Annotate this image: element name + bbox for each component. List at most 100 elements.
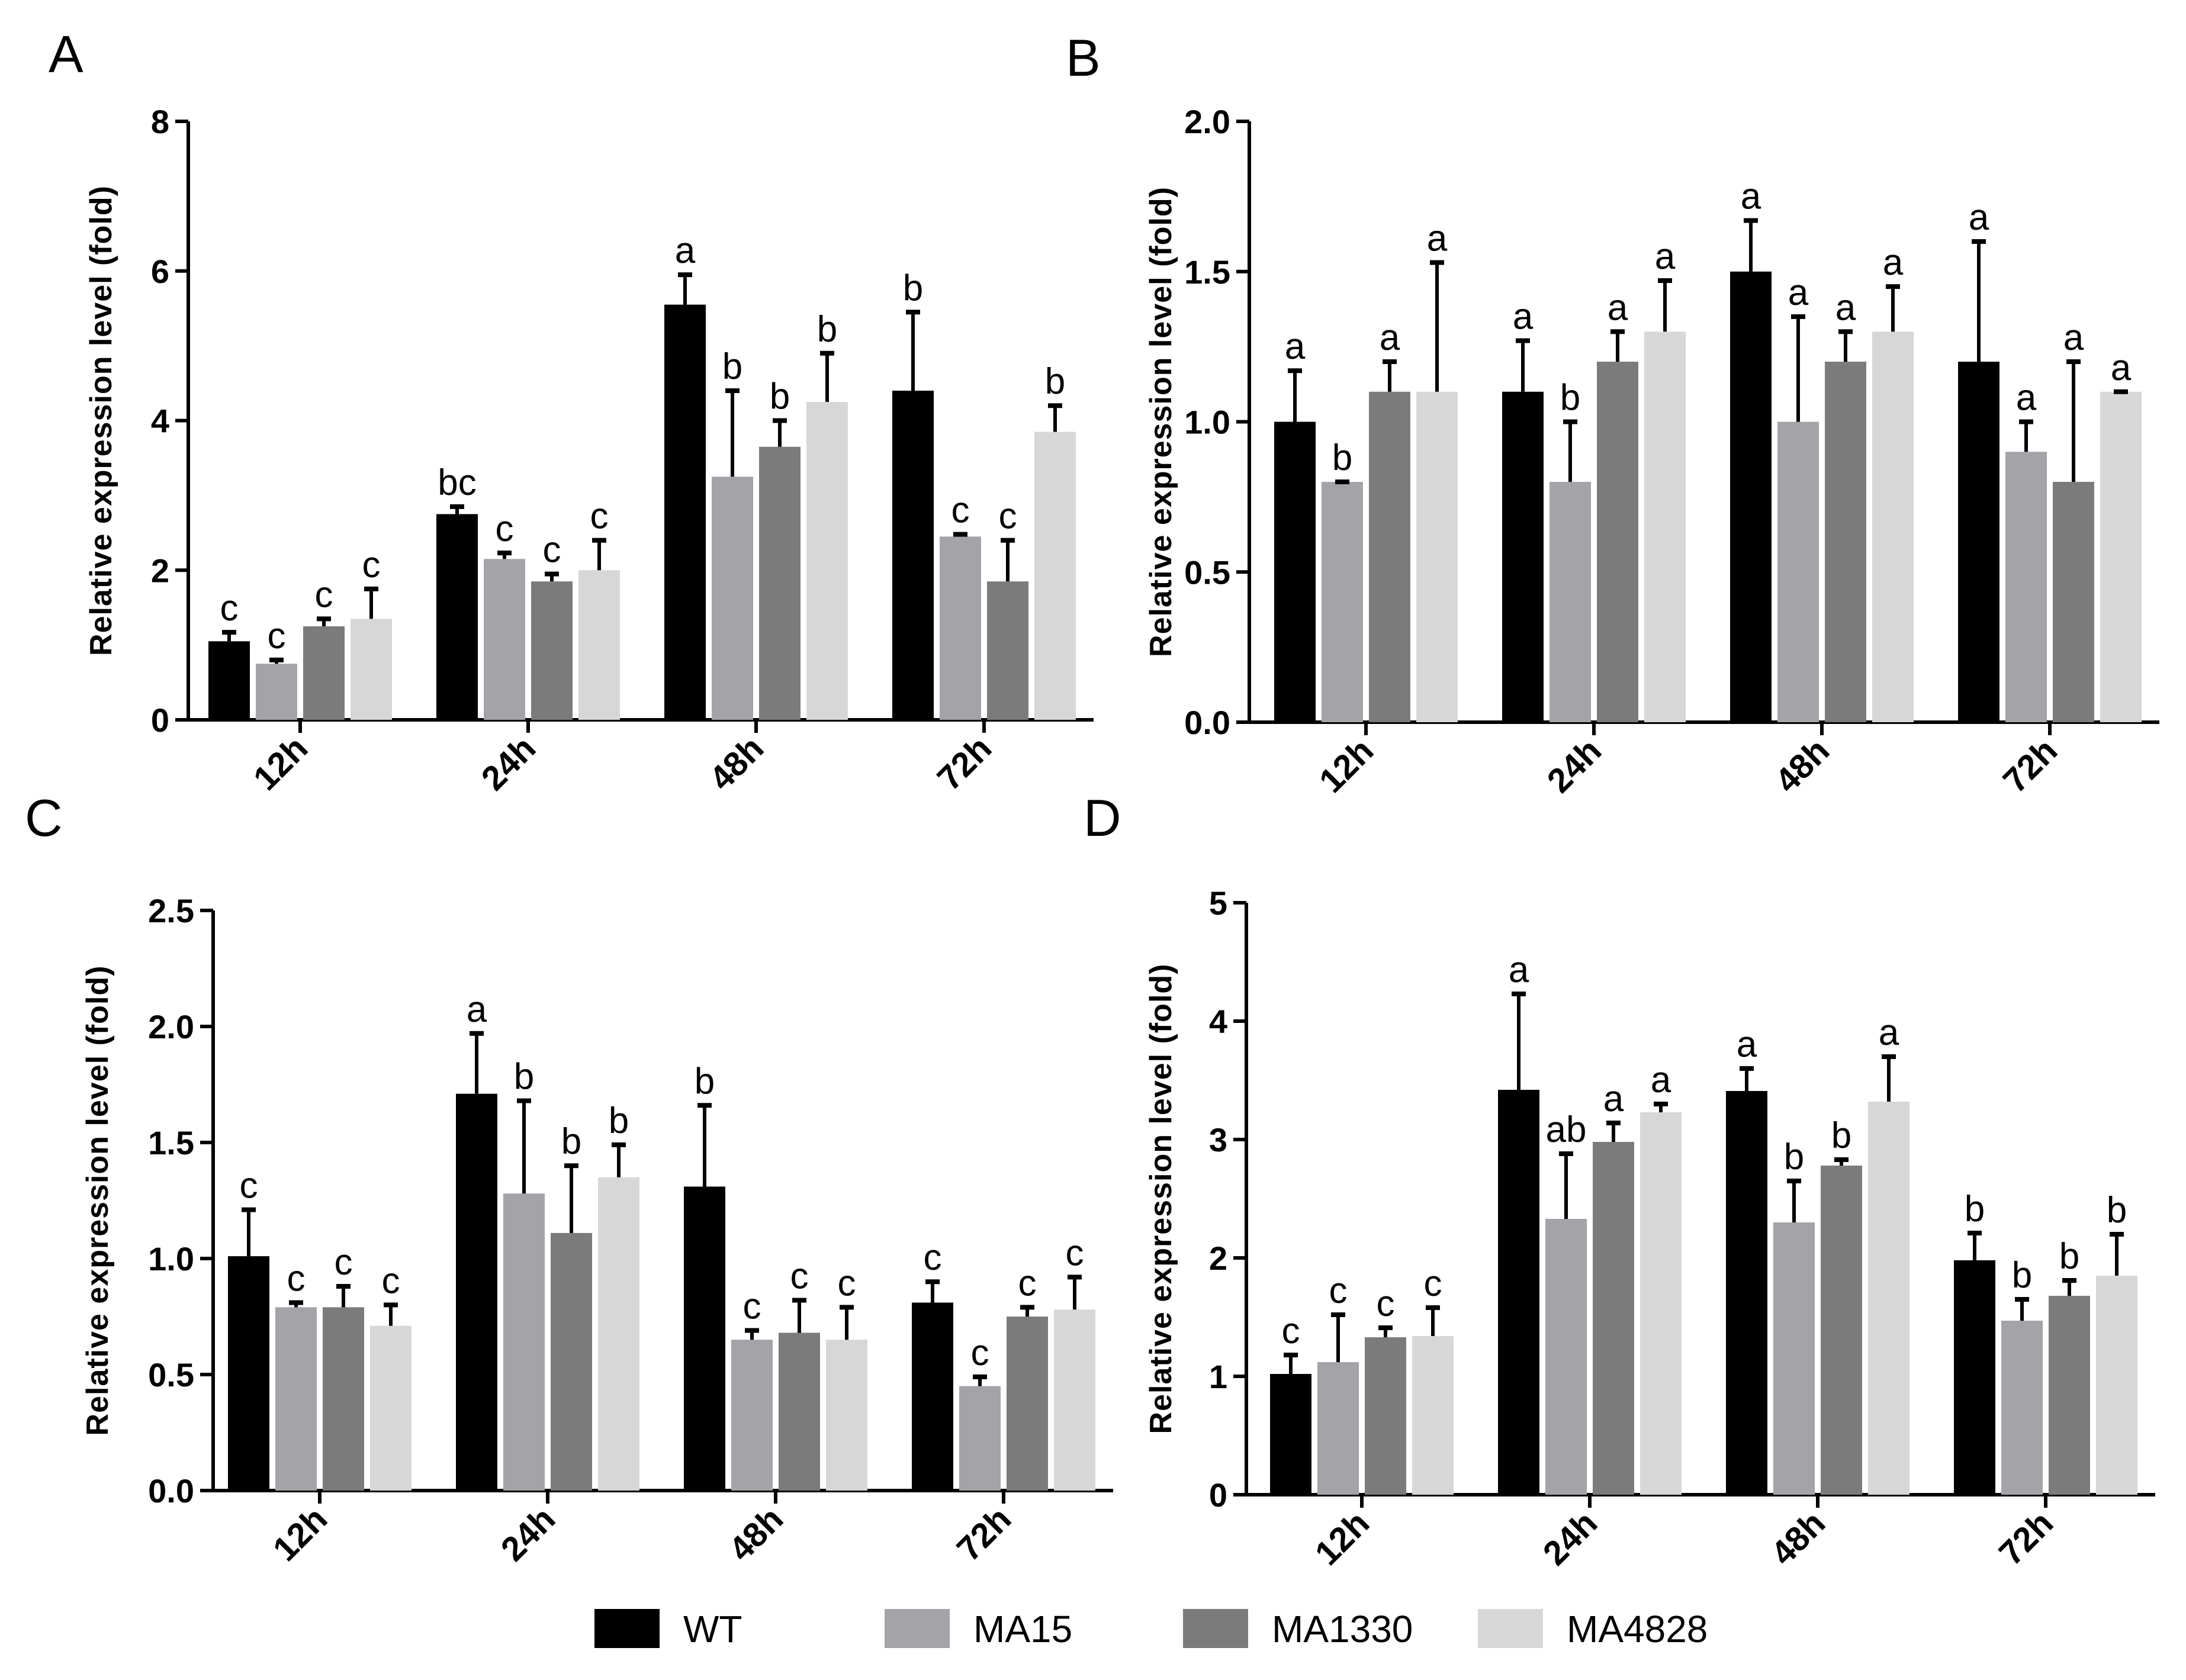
bar [1730, 271, 1772, 722]
significance-label: c [1377, 1283, 1395, 1324]
significance-label: a [1603, 1079, 1624, 1119]
significance-label: c [1329, 1270, 1348, 1311]
x-category-label: 12h [1312, 731, 1381, 800]
significance-label: c [924, 1237, 942, 1278]
bar [1777, 421, 1819, 722]
bar [1550, 482, 1591, 722]
bar [1825, 362, 1866, 722]
bar [1498, 1090, 1539, 1495]
significance-label: ab [1546, 1109, 1587, 1150]
bar [2096, 1276, 2137, 1495]
y-tick-label: 8 [151, 103, 169, 140]
significance-label: b [1560, 378, 1580, 419]
bar [1274, 421, 1316, 722]
significance-label: b [1332, 437, 1352, 478]
significance-label: a [1655, 236, 1676, 277]
x-category-label: 48h [702, 729, 771, 798]
panel-letter-a: A [49, 25, 83, 83]
legend-label: MA1330 [1272, 1608, 1413, 1650]
y-tick-label: 1.0 [148, 1240, 194, 1277]
y-tick-label: 2.0 [148, 1008, 194, 1045]
bar [551, 1232, 592, 1491]
y-axis-title: Relative expression level (fold) [81, 965, 115, 1436]
y-tick-label: 0 [151, 701, 169, 739]
significance-label: c [315, 574, 333, 615]
significance-label: c [362, 545, 381, 585]
significance-label: a [1380, 317, 1400, 358]
significance-label: c [743, 1286, 761, 1327]
significance-label: b [1045, 361, 1065, 402]
bar [731, 1340, 773, 1491]
x-category-label: 48h [1764, 1504, 1833, 1573]
bar [1322, 482, 1363, 722]
significance-label: b [817, 309, 837, 350]
significance-label: a [2063, 317, 2084, 358]
bar [1007, 1317, 1048, 1491]
bar [351, 619, 392, 720]
y-tick-label: 5 [1209, 884, 1227, 922]
significance-label: a [675, 230, 696, 271]
significance-label: bc [438, 462, 476, 503]
x-category-label: 24h [1540, 731, 1609, 800]
bar [1773, 1222, 1815, 1495]
y-tick-label: 0.0 [148, 1472, 194, 1510]
bar [892, 390, 934, 720]
significance-label: a [2111, 347, 2132, 388]
bar [1365, 1337, 1406, 1495]
y-tick-label: 3 [1209, 1121, 1227, 1158]
bar [759, 446, 801, 720]
significance-label: a [1969, 197, 1989, 238]
y-tick-label: 6 [151, 253, 169, 290]
bar [275, 1307, 317, 1491]
y-tick-label: 0.5 [148, 1356, 194, 1393]
bar [1034, 432, 1076, 720]
bar [303, 626, 345, 720]
bar [684, 1186, 725, 1491]
significance-label: c [543, 530, 561, 571]
bar [1412, 1336, 1454, 1495]
significance-label: b [514, 1056, 534, 1097]
significance-label: a [2016, 378, 2037, 419]
significance-label: b [722, 346, 742, 387]
bar [2001, 1321, 2043, 1495]
significance-label: a [1651, 1060, 1671, 1100]
bar [256, 664, 297, 720]
significance-label: c [268, 616, 286, 656]
y-tick-label: 1.5 [1184, 253, 1230, 291]
significance-label: c [496, 508, 514, 549]
y-tick-label: 1.5 [148, 1124, 194, 1161]
significance-label: b [2107, 1190, 2127, 1231]
bar [484, 559, 525, 720]
bar [531, 581, 573, 720]
bar [779, 1333, 820, 1491]
bar [1644, 332, 1686, 722]
legend-swatch [1478, 1609, 1543, 1648]
bar [987, 581, 1028, 720]
x-category-label: 72h [950, 1499, 1019, 1569]
significance-label: b [1831, 1115, 1851, 1156]
significance-label: c [838, 1263, 856, 1304]
bar [1954, 1260, 1995, 1495]
x-category-label: 24h [1536, 1504, 1605, 1573]
bar [1726, 1091, 1767, 1495]
legend-label: WT [683, 1608, 742, 1650]
bar [323, 1307, 364, 1491]
x-category-label: 72h [1992, 1504, 2061, 1573]
bar [228, 1256, 269, 1491]
x-category-label: 24h [474, 729, 544, 798]
significance-label: a [1513, 296, 1534, 337]
y-axis-title: Relative expression level (fold) [84, 185, 118, 656]
bar [826, 1340, 867, 1491]
bar [912, 1302, 953, 1491]
legend-label: MA4828 [1567, 1608, 1708, 1650]
x-category-label: 72h [930, 729, 999, 798]
y-tick-label: 2.5 [148, 892, 194, 929]
x-category-label: 12h [266, 1499, 335, 1569]
bar [664, 304, 706, 720]
y-tick-label: 2 [151, 552, 169, 589]
significance-label: b [770, 376, 790, 417]
